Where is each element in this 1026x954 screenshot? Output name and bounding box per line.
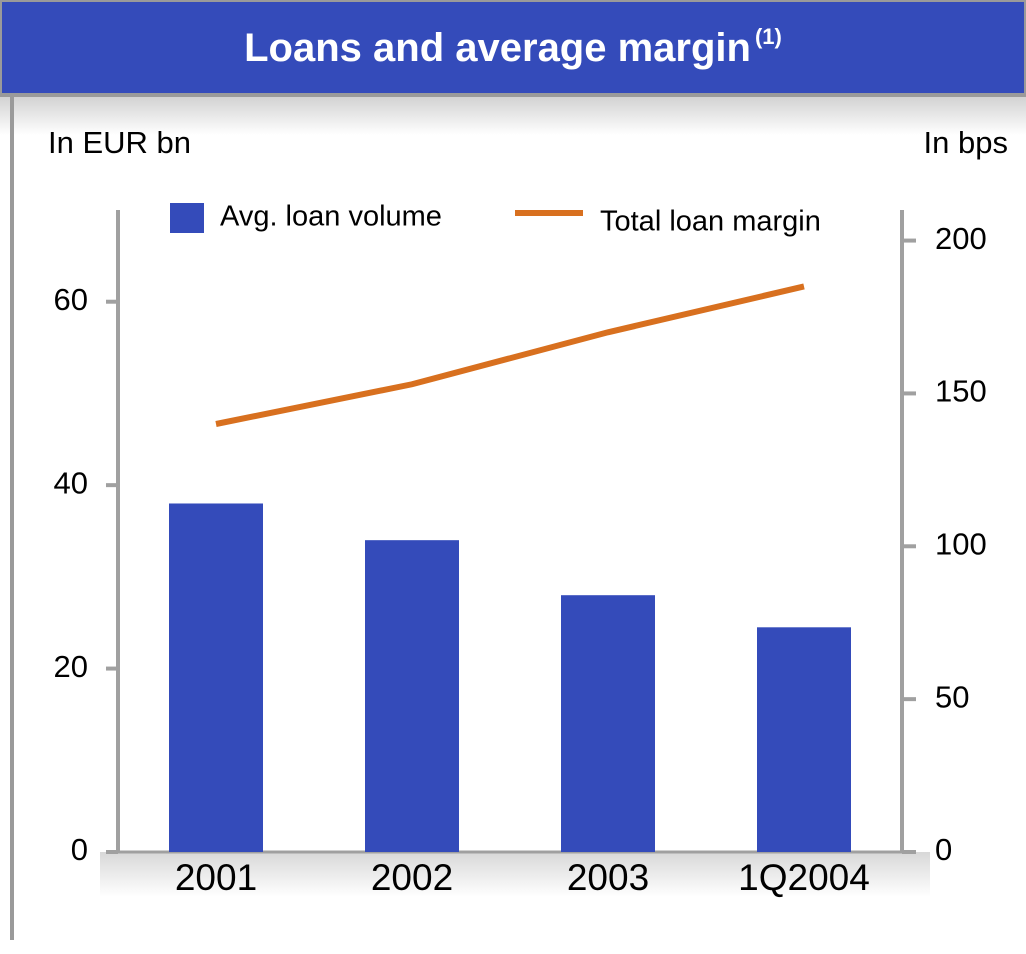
y2-tick-label: 50 (935, 679, 969, 714)
x-tick-label: 2003 (567, 857, 649, 898)
bar (365, 540, 459, 852)
bar (169, 503, 263, 852)
x-tick-label: 2002 (371, 857, 453, 898)
legend-swatch (170, 203, 204, 233)
y-tick-label: 20 (54, 649, 88, 684)
y-tick-label: 60 (54, 282, 88, 317)
y-axis-label: In EUR bn (48, 125, 191, 160)
chart-title: Loans and average margin (1) (244, 24, 782, 70)
legend-label: Avg. loan volume (220, 201, 442, 233)
y2-tick-label: 0 (935, 832, 952, 867)
header-shade (0, 95, 1026, 135)
x-tick-label: 2001 (175, 857, 257, 898)
left-border (10, 95, 14, 940)
y-tick-label: 0 (71, 832, 88, 867)
legend-label: Total loan margin (600, 206, 821, 238)
y-tick-label: 40 (54, 465, 88, 500)
header-bar (0, 0, 1026, 97)
bar (561, 595, 655, 852)
x-tick-label: 1Q2004 (738, 857, 870, 898)
y2-tick-label: 200 (935, 221, 987, 256)
y2-tick-label: 150 (935, 374, 987, 409)
line (215, 283, 805, 427)
y2-axis-label: In bps (924, 125, 1008, 160)
axis-shade (100, 852, 930, 897)
y2-tick-label: 100 (935, 526, 987, 561)
bar (757, 627, 851, 852)
